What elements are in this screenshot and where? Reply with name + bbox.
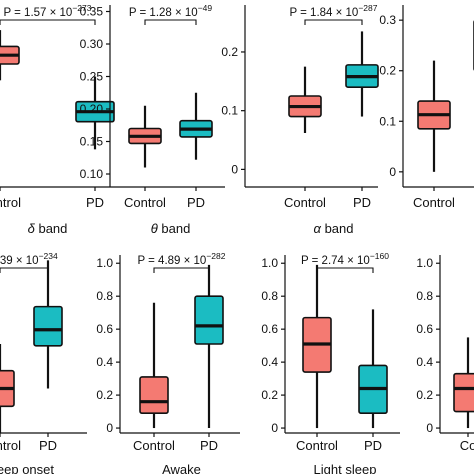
p-value-exponent: −234	[39, 251, 58, 261]
y-tick-label: 0.2	[221, 45, 238, 59]
p-value-label: P = 1.57 × 10−273	[3, 3, 91, 19]
category-label: Co	[460, 438, 474, 453]
p-value-exponent: −160	[370, 251, 389, 261]
x-axis-title: Awake	[162, 462, 201, 474]
iqr-box	[139, 376, 169, 415]
category-label: Control	[0, 438, 21, 453]
category-label: PD	[353, 195, 371, 210]
x-axis-greek: θ	[151, 221, 158, 236]
x-axis-title: α band	[314, 221, 354, 236]
y-tick-label: 0	[389, 165, 396, 179]
y-tick-label: 0.35	[80, 5, 104, 19]
p-value-text: P = 1.84 × 10	[289, 7, 358, 19]
p-value-text: P = 1.28 × 10	[129, 7, 198, 19]
y-tick-label: 1.0	[261, 256, 278, 270]
y-tick-label: 0.4	[261, 355, 278, 369]
y-tick-label: 0.8	[96, 289, 113, 303]
category-label: PD	[200, 438, 218, 453]
significance-bracket	[153, 267, 210, 273]
category-label: Control	[124, 195, 166, 210]
x-axis-greek: α	[314, 221, 322, 236]
x-axis-title: leep onset	[0, 462, 54, 474]
y-tick-label: 1.0	[416, 256, 433, 270]
x-axis-name: Awake	[162, 462, 201, 474]
p-value-exponent: −282	[206, 251, 225, 261]
y-tick-label: 0.8	[261, 289, 278, 303]
iqr-box	[33, 305, 63, 347]
x-axis-title: Light sleep	[314, 462, 377, 474]
p-value-text: P = 4.89 × 10	[137, 255, 206, 267]
p-value-label: P = 4.89 × 10−282	[137, 251, 225, 267]
y-tick-label: 0.2	[96, 388, 113, 402]
p-value-exponent: −273	[72, 3, 91, 13]
category-label: Control	[413, 195, 455, 210]
significance-bracket	[0, 267, 49, 273]
panel-6: 0 0.2 0.4 0.6 0.8 1.0 Control PD P = 4.89 × 10−2…	[96, 251, 240, 474]
p-value-exponent: −49	[198, 3, 213, 13]
y-tick-label: 0.2	[261, 388, 278, 402]
y-tick-label: 0.3	[379, 13, 396, 27]
p-value-text: P = 2.74 × 10	[301, 255, 370, 267]
y-tick-label: 0	[271, 421, 278, 435]
y-tick-label: 0.25	[80, 70, 104, 84]
x-axis-title: δ band	[28, 221, 68, 236]
panel-3: 0 0.1 0.2 Control PD P = 1.84 × 10−287 α band	[221, 3, 379, 236]
significance-bracket	[316, 267, 374, 273]
p-value-label: P = 1.84 × 10−287	[289, 3, 377, 19]
y-tick-label: 0.6	[96, 322, 113, 336]
significance-bracket	[0, 19, 96, 25]
y-tick-label: 0.1	[221, 104, 238, 118]
y-tick-label: 0.30	[80, 37, 104, 51]
x-axis-greek: δ	[28, 221, 36, 236]
p-value-label: P = 1.28 × 10−49	[129, 3, 213, 19]
x-axis-name: Light sleep	[314, 462, 377, 474]
category-label: Control	[133, 438, 175, 453]
y-tick-label: 0.6	[261, 322, 278, 336]
y-tick-label: 0.15	[80, 135, 104, 149]
p-value-label: 1.39 × 10−234	[0, 251, 58, 267]
x-axis-name: leep onset	[0, 462, 54, 474]
y-tick-label: 0.4	[416, 355, 433, 369]
significance-bracket	[144, 19, 197, 25]
panel-8: 0 0.2 0.4 0.6 0.8 1.0 Co	[416, 255, 474, 453]
y-tick-label: 0.8	[416, 289, 433, 303]
significance-bracket	[304, 19, 363, 25]
y-tick-label: 1.0	[96, 256, 113, 270]
category-label: Control	[296, 438, 338, 453]
y-tick-label: 0.4	[96, 355, 113, 369]
y-tick-label: 0	[106, 421, 113, 435]
iqr-box	[194, 295, 224, 345]
panel-5: Control PD 1.39 × 10−234 leep onset	[0, 251, 87, 474]
x-axis-name: band	[325, 221, 354, 236]
y-tick-label: 0.20	[80, 102, 104, 116]
category-label: PD	[86, 195, 104, 210]
p-value-text: 1.39 × 10	[0, 255, 39, 267]
category-label: Control	[0, 195, 21, 210]
x-axis-name: band	[161, 221, 190, 236]
y-tick-label: 0.1	[379, 114, 396, 128]
category-label: PD	[364, 438, 382, 453]
p-value-exponent: −287	[358, 3, 377, 13]
y-tick-label: 0.2	[379, 64, 396, 78]
y-tick-label: 0	[231, 162, 238, 176]
p-value-text: P = 1.57 × 10	[3, 7, 72, 19]
y-tick-label: 0	[426, 421, 433, 435]
category-label: PD	[39, 438, 57, 453]
panel-4: 00.10.20.3ControlPD	[379, 5, 474, 210]
y-tick-label: 0.6	[416, 322, 433, 336]
iqr-box	[453, 372, 474, 413]
y-tick-label: 0.10	[80, 167, 104, 181]
p-value-label: P = 2.74 × 10−160	[301, 251, 389, 267]
panel-2: 0.10 0.15 0.20 0.25 0.30 0.35 Control PD P = 1.2…	[80, 3, 225, 236]
category-label: PD	[187, 195, 205, 210]
panel-7: 0 0.2 0.4 0.6 0.8 1.0 Control PD P = 2.74 × 10−1…	[261, 251, 400, 474]
category-label: Control	[284, 195, 326, 210]
y-tick-label: 0.2	[416, 388, 433, 402]
x-axis-title: θ band	[151, 221, 191, 236]
x-axis-name: band	[38, 221, 67, 236]
